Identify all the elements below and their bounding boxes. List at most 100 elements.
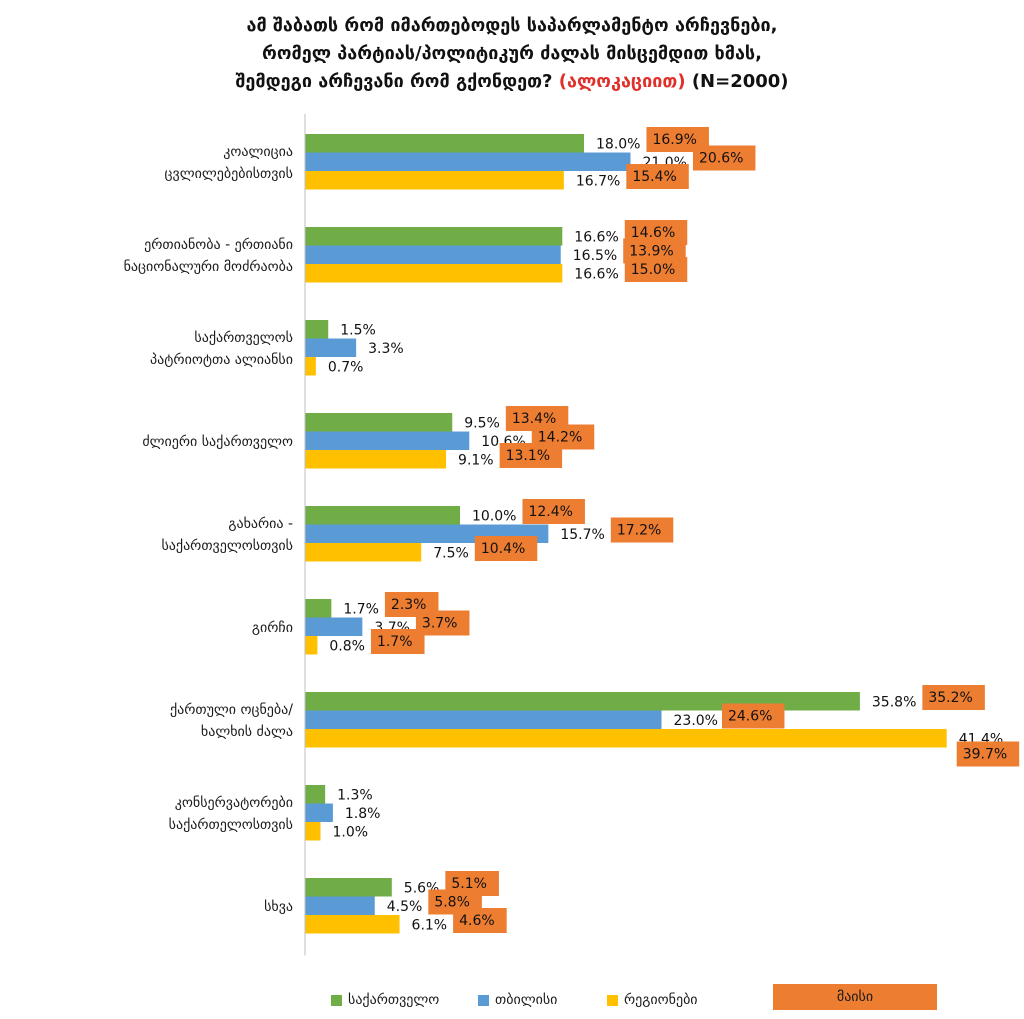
may-value-box	[499, 443, 563, 468]
bar-georgia	[305, 506, 460, 525]
may-value-box	[956, 741, 1020, 767]
value-label-georgia: 10.0%	[472, 508, 516, 524]
value-label-regions: 9.1%	[458, 452, 494, 468]
category-label: საქართველოს პატრიოტთა ალიანსი	[150, 329, 293, 368]
may-value-box	[370, 629, 425, 654]
value-label-regions: 6.1%	[412, 917, 448, 933]
legend-item-tbilisi: თბილისი	[478, 992, 557, 1008]
legend-swatch-tbilisi	[478, 994, 489, 1006]
bar-georgia	[305, 134, 584, 153]
category-label-line: გირჩი	[252, 619, 293, 636]
category-label-line: საქართელოსთვის	[169, 816, 293, 833]
may-value-label: 13.1%	[506, 448, 550, 464]
category-label-line: ქართული ოცნება/	[170, 701, 293, 718]
category-label-line: კოალიცია	[223, 144, 293, 160]
title-line-1: ამ შაბათს რომ იმართებოდეს საპარლამენტო ა…	[246, 15, 778, 36]
may-value-label: 14.6%	[631, 225, 675, 241]
may-value-label: 4.6%	[459, 913, 495, 929]
category-label: კოალიცია ცვლილებებისთვის	[165, 144, 293, 182]
may-value-box	[610, 517, 674, 543]
value-label-tbilisi: 4.5%	[387, 899, 423, 915]
bar-georgia	[305, 320, 329, 339]
legend-swatch-georgia	[331, 994, 342, 1006]
may-value-box	[474, 536, 538, 561]
category-label: გახარია - საქართველოსთვის	[161, 515, 293, 554]
bar-tbilisi	[305, 431, 470, 450]
value-label-georgia: 1.7%	[343, 601, 379, 617]
value-label-regions: 1.0%	[333, 824, 369, 840]
category-label-line: კონსერვატორები	[175, 794, 293, 811]
bar-tbilisi	[305, 338, 357, 357]
bar-tbilisi	[305, 617, 363, 636]
bar-georgia	[305, 413, 453, 432]
may-value-box	[624, 257, 688, 282]
may-value-label: 5.8%	[434, 895, 470, 911]
bar-georgia	[305, 785, 326, 804]
may-value-box	[453, 908, 507, 933]
bar-tbilisi	[305, 803, 333, 822]
value-label-georgia: 35.8%	[872, 694, 916, 710]
bar-tbilisi	[305, 152, 631, 171]
legend-label-georgia: საქართველო	[348, 992, 440, 1008]
value-label-tbilisi: 23.0%	[674, 713, 718, 729]
category-label-line: საქართველოს	[194, 329, 293, 346]
bar-regions	[305, 636, 318, 655]
category-label-line: გახარია -	[228, 515, 293, 532]
category-label: გირჩი	[252, 619, 293, 636]
category-label-line: პატრიოტთა ალიანსი	[150, 351, 293, 368]
chart-title: ამ შაბათს რომ იმართებოდეს საპარლამენტო ა…	[0, 12, 1024, 96]
legend-label-regions: რეგიონები	[624, 992, 698, 1008]
value-label-regions: 16.6%	[574, 266, 618, 282]
bar-georgia	[305, 599, 332, 618]
bar-regions	[305, 357, 316, 376]
bar-georgia	[305, 878, 392, 897]
category-label: ერთიანობა - ერთიანი ნაციონალური მოძრაობა	[124, 236, 293, 275]
bar-regions	[305, 543, 422, 562]
category-label-line: ცვლილებებისთვის	[165, 166, 293, 182]
may-value-box	[922, 685, 985, 710]
may-value-label: 3.7%	[422, 616, 458, 632]
title-sample-size: (N=2000)	[691, 71, 789, 92]
may-value-label: 15.0%	[631, 262, 675, 278]
value-label-tbilisi: 1.8%	[345, 806, 381, 822]
bar-regions	[305, 822, 321, 841]
legend-item-regions: რეგიონები	[607, 992, 698, 1008]
may-value-label: 15.4%	[632, 169, 676, 185]
value-label-regions: 7.5%	[433, 545, 469, 561]
category-label: კონსერვატორები საქართელოსთვის	[169, 794, 293, 833]
legend-label-tbilisi: თბილისი	[495, 992, 558, 1008]
bar-regions	[305, 915, 400, 934]
may-value-label: 35.2%	[928, 690, 972, 706]
legend-item-georgia: საქართველო	[331, 992, 439, 1008]
legend-swatch-regions	[607, 994, 618, 1006]
value-label-georgia: 1.5%	[340, 322, 376, 338]
value-label-regions: 16.7%	[576, 173, 620, 189]
bar-regions	[305, 729, 947, 748]
value-label-tbilisi: 3.3%	[368, 341, 404, 357]
value-label-georgia: 1.3%	[337, 787, 373, 803]
category-label-line: ერთიანობა - ერთიანი	[144, 236, 293, 253]
category-label-line: ხალხის ძალა	[201, 724, 293, 740]
may-value-label: 24.6%	[728, 709, 772, 725]
value-label-regions: 0.8%	[329, 638, 365, 654]
category-label-line: ნაციონალური მოძრაობა	[124, 258, 293, 275]
may-value-label: 16.9%	[652, 132, 696, 148]
value-label-georgia: 9.5%	[464, 415, 500, 431]
may-value-box	[626, 164, 689, 189]
bar-tbilisi	[305, 710, 662, 729]
title-allocation-note: (ალოკაციით)	[558, 71, 686, 92]
may-value-box	[721, 703, 785, 729]
value-label-tbilisi: 16.5%	[573, 248, 617, 264]
category-label: სხვა	[264, 899, 293, 915]
may-value-label: 1.7%	[377, 634, 413, 650]
may-value-label: 17.2%	[617, 523, 661, 539]
may-value-label: 10.4%	[481, 541, 525, 557]
value-label-regions: 0.7%	[328, 359, 364, 375]
may-value-box	[415, 610, 470, 636]
value-label-georgia: 18.0%	[596, 136, 640, 152]
title-line-3: შემდეგი არჩევანი რომ გქონდეთ? (ალოკაციით…	[0, 68, 1024, 96]
may-value-label: 5.1%	[451, 876, 487, 892]
legend-label-may: მაისი	[836, 989, 874, 1005]
